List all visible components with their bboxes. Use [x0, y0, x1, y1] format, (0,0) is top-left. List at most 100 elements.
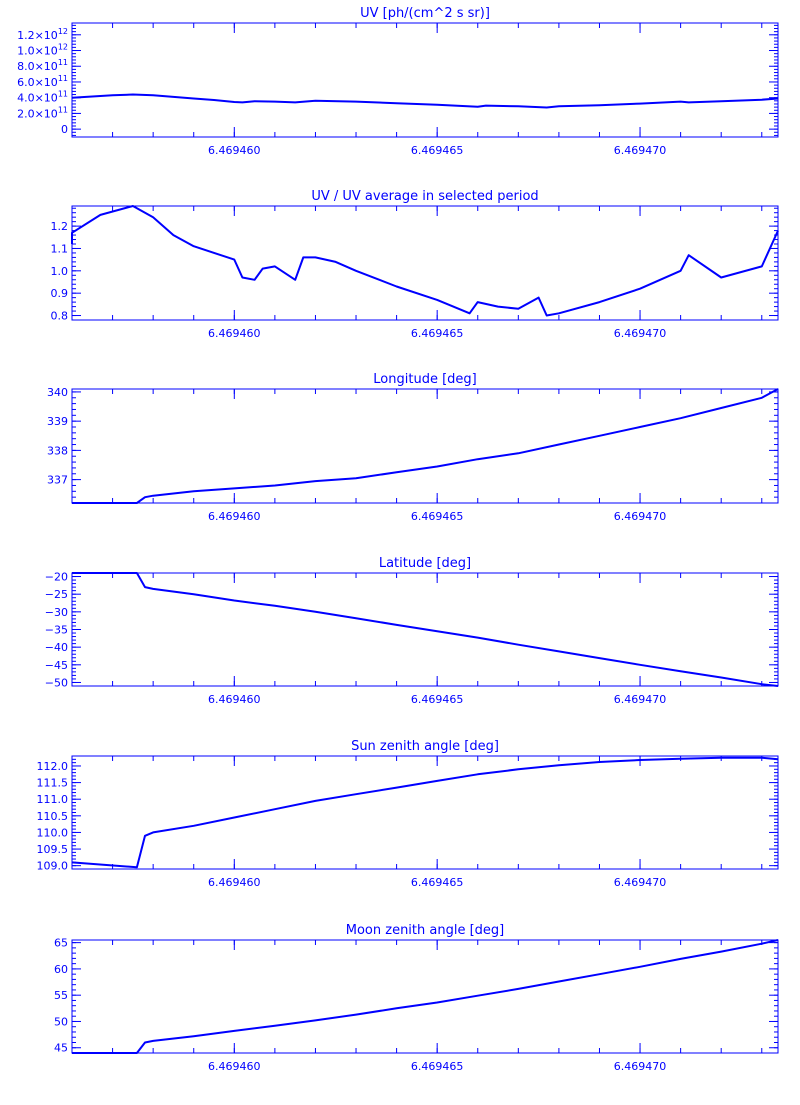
y-tick-label: 111.0: [37, 793, 69, 806]
y-tick-exponent: 11: [58, 58, 68, 67]
plot-frame: [71, 388, 779, 504]
y-tick-label: −40: [45, 641, 68, 654]
y-tick-mantissa: 337: [47, 474, 68, 487]
chart-panel-1: UV [ph/(cm^2 s sr)] 6.469460 6.469465 6.469…: [17, 6, 779, 157]
y-tick-mantissa: 0.8: [51, 310, 69, 323]
x-tick-label: 6.469465: [411, 510, 464, 523]
x-tick-label: 6.469465: [411, 144, 464, 157]
y-tick-label: 6.0×1011: [17, 74, 68, 89]
y-tick-label: −35: [45, 624, 68, 637]
y-tick-exponent: 11: [58, 74, 68, 83]
chart-title: Latitude [deg]: [379, 556, 471, 571]
x-tick-label: 6.469460: [208, 144, 261, 157]
y-tick-mantissa: 339: [47, 415, 68, 428]
series-line-1: [72, 572, 779, 687]
chart-title: Longitude [deg]: [373, 372, 476, 387]
y-tick-mantissa: −40: [45, 641, 68, 654]
y-tick-mantissa: 109.5: [37, 843, 69, 856]
x-tick-label: 6.469465: [411, 876, 464, 889]
plot-frame: [71, 205, 779, 321]
y-tick-label: 109.5: [37, 843, 69, 856]
y-tick-mantissa: −30: [45, 606, 68, 619]
y-tick-label: −25: [45, 588, 68, 601]
y-tick-mantissa: 6.0×10: [17, 76, 58, 89]
y-tick-label: 45: [54, 1042, 68, 1055]
x-tick-label: 6.469470: [614, 1060, 667, 1073]
x-tick-label: 6.469470: [614, 144, 667, 157]
y-tick-mantissa: 0: [61, 123, 68, 136]
x-tick-label: 6.469470: [614, 876, 667, 889]
series-line-1: [72, 388, 779, 504]
y-tick-label: 1.2×1012: [17, 27, 68, 42]
y-tick-mantissa: 0.9: [51, 287, 69, 300]
y-tick-label: 338: [47, 444, 68, 457]
x-tick-label: 6.469470: [614, 693, 667, 706]
y-tick-mantissa: 112.0: [37, 760, 69, 773]
y-tick-label: −20: [45, 571, 68, 584]
chart-title: Sun zenith angle [deg]: [351, 739, 499, 754]
chart-title: Moon zenith angle [deg]: [346, 923, 504, 938]
chart-panel-6: Moon zenith angle [deg] 6.469460 6.469465 6…: [54, 923, 779, 1073]
x-tick-label: 6.469460: [208, 327, 261, 340]
chart-title: UV / UV average in selected period: [311, 189, 538, 204]
y-tick-mantissa: 55: [54, 989, 68, 1002]
y-tick-mantissa: 4.0×10: [17, 92, 58, 105]
y-tick-exponent: 11: [58, 90, 68, 99]
chart-panel-5: Sun zenith angle [deg] 6.469460 6.469465 6.…: [37, 739, 779, 889]
y-tick-exponent: 11: [58, 105, 68, 114]
chart-title: UV [ph/(cm^2 s sr)]: [360, 6, 490, 21]
x-tick-label: 6.469465: [411, 1060, 464, 1073]
y-tick-mantissa: 1.2×10: [17, 29, 58, 42]
series-line-1: [71, 756, 779, 869]
chart-panel-2: UV / UV average in selected period 6.4694…: [51, 189, 779, 340]
x-tick-label: 6.469465: [411, 693, 464, 706]
y-tick-mantissa: −20: [45, 571, 68, 584]
y-tick-exponent: 12: [58, 27, 68, 36]
y-tick-label: 109.0: [37, 860, 69, 873]
y-tick-mantissa: 50: [54, 1015, 68, 1028]
y-tick-label: 2.0×1011: [17, 105, 68, 120]
y-tick-label: 4.0×1011: [17, 90, 68, 105]
y-tick-label: −50: [45, 676, 68, 689]
chart-panel-4: Latitude [deg] 6.469460 6.469465 6.469470 −5…: [45, 556, 779, 706]
x-tick-label: 6.469465: [411, 327, 464, 340]
y-tick-label: 112.0: [37, 760, 69, 773]
y-tick-mantissa: 1.1: [51, 242, 69, 255]
y-tick-mantissa: 111.5: [37, 777, 69, 790]
y-tick-mantissa: 65: [54, 937, 68, 950]
y-tick-label: 8.0×1011: [17, 58, 68, 73]
y-tick-label: 65: [54, 937, 68, 950]
plot-frame: [71, 755, 779, 870]
y-tick-mantissa: 1.0×10: [17, 45, 58, 58]
x-tick-label: 6.469460: [208, 510, 261, 523]
x-tick-label: 6.469460: [208, 693, 261, 706]
y-tick-mantissa: 110.0: [37, 826, 69, 839]
y-tick-mantissa: 60: [54, 963, 68, 976]
y-tick-label: 60: [54, 963, 68, 976]
y-tick-label: 337: [47, 474, 68, 487]
y-tick-label: 110.0: [37, 826, 69, 839]
x-tick-label: 6.469460: [208, 876, 261, 889]
y-tick-mantissa: −35: [45, 624, 68, 637]
x-tick-label: 6.469460: [208, 1060, 261, 1073]
y-tick-mantissa: 1.0: [51, 265, 69, 278]
plot-frame: [71, 939, 779, 1054]
y-tick-label: 339: [47, 415, 68, 428]
y-tick-label: 0.9: [51, 287, 69, 300]
y-tick-mantissa: −45: [45, 659, 68, 672]
y-tick-label: 1.2: [51, 220, 69, 233]
y-tick-label: 1.0: [51, 265, 69, 278]
y-tick-label: 0: [61, 123, 68, 136]
y-tick-label: 1.1: [51, 242, 69, 255]
y-tick-label: 1.0×1012: [17, 43, 68, 58]
x-tick-label: 6.469470: [614, 327, 667, 340]
y-tick-mantissa: 111.0: [37, 793, 69, 806]
y-tick-mantissa: 2.0×10: [17, 107, 58, 120]
y-tick-label: 111.5: [37, 777, 69, 790]
y-tick-exponent: 12: [58, 43, 68, 52]
y-tick-label: 340: [47, 386, 68, 399]
y-tick-label: 50: [54, 1015, 68, 1028]
y-tick-mantissa: 338: [47, 444, 68, 457]
y-tick-mantissa: 110.5: [37, 810, 69, 823]
